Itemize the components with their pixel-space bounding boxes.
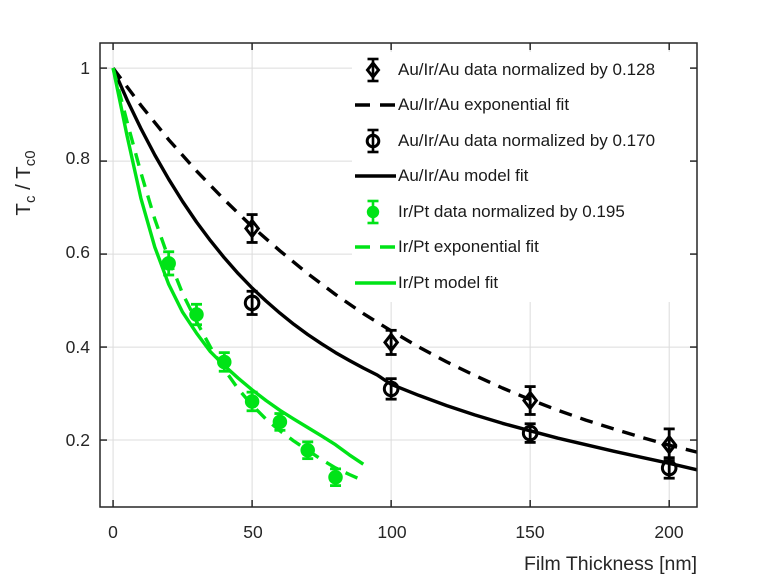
- data-point-series2: [660, 456, 678, 480]
- circle-errorbar-icon: [352, 125, 398, 157]
- legend-row-irpt-exp-fit: Ir/Pt exponential fit: [352, 230, 696, 266]
- legend: Au/Ir/Au data normalized by 0.128 Au/Ir/…: [352, 52, 696, 301]
- legend-label: Ir/Pt data normalized by 0.195: [398, 201, 625, 221]
- solid-line-icon: [352, 160, 398, 192]
- diamond-errorbar-icon: [352, 54, 398, 86]
- y-label-sub-c0: c0: [22, 150, 40, 167]
- legend-label: Au/Ir/Au data normalized by 0.170: [398, 130, 656, 150]
- data-point-series4: [189, 302, 204, 327]
- y-tick-label-0.4: 0.4: [65, 337, 90, 357]
- data-point-series0: [522, 385, 539, 416]
- legend-row-irpt-data: Ir/Pt data normalized by 0.195: [352, 194, 696, 230]
- x-tick-label-100: 100: [377, 522, 407, 542]
- data-point-series2: [243, 289, 261, 316]
- dashed-line-icon: [352, 89, 398, 121]
- x-tick-label-0: 0: [108, 522, 118, 542]
- y-label-slash-T: / T: [12, 166, 35, 196]
- data-point-series4: [328, 467, 343, 488]
- y-tick-label-1: 1: [80, 58, 90, 78]
- legend-label: Ir/Pt model fit: [398, 272, 499, 292]
- legend-label: Au/Ir/Au model fit: [398, 166, 529, 186]
- fit-curve-1: [111, 67, 698, 454]
- axis-box: [99, 42, 698, 508]
- data-point-series0: [661, 427, 678, 462]
- y-tick-label-0.8: 0.8: [65, 148, 90, 168]
- legend-background: [352, 52, 696, 302]
- fit-curve-5: [111, 67, 359, 480]
- data-point-series4: [300, 440, 315, 461]
- legend-row-au-data-0170: Au/Ir/Au data normalized by 0.170: [352, 123, 696, 159]
- legend-row-irpt-model-fit: Ir/Pt model fit: [352, 265, 696, 301]
- fit-curve-3: [111, 67, 698, 472]
- data-point-series2: [382, 377, 400, 401]
- green-dashed-line-icon: [352, 231, 398, 263]
- data-point-series4: [217, 351, 232, 373]
- legend-row-au-model-fit: Au/Ir/Au model fit: [352, 159, 696, 195]
- x-axis-label: Film Thickness [nm]: [523, 553, 697, 575]
- legend-row-au-data-0128: Au/Ir/Au data normalized by 0.128: [352, 52, 696, 88]
- fit-curve-6: [111, 67, 365, 466]
- legend-label: Au/Ir/Au data normalized by 0.128: [398, 59, 656, 79]
- x-tick-label-150: 150: [515, 522, 545, 542]
- data-point-series4: [161, 250, 176, 277]
- x-tick-label-200: 200: [654, 522, 684, 542]
- y-axis-label: Tc / Tc0: [12, 83, 44, 283]
- y-tick-label-0.2: 0.2: [65, 430, 90, 450]
- y-tick-label-0.6: 0.6: [65, 242, 90, 262]
- y-label-sub-c: c: [22, 195, 40, 204]
- data-point-series0: [244, 213, 261, 244]
- y-label-T: T: [12, 203, 35, 216]
- green-solid-line-icon: [352, 267, 398, 299]
- data-point-series0: [383, 328, 400, 356]
- data-point-series2: [521, 422, 539, 444]
- legend-row-au-exp-fit: Au/Ir/Au exponential fit: [352, 88, 696, 124]
- data-point-series4: [272, 412, 288, 432]
- green-dot-errorbar-icon: [352, 196, 398, 228]
- legend-label: Au/Ir/Au exponential fit: [398, 95, 570, 115]
- legend-label: Ir/Pt exponential fit: [398, 237, 539, 257]
- data-point-series4: [244, 390, 260, 413]
- x-tick-label-50: 50: [243, 522, 263, 542]
